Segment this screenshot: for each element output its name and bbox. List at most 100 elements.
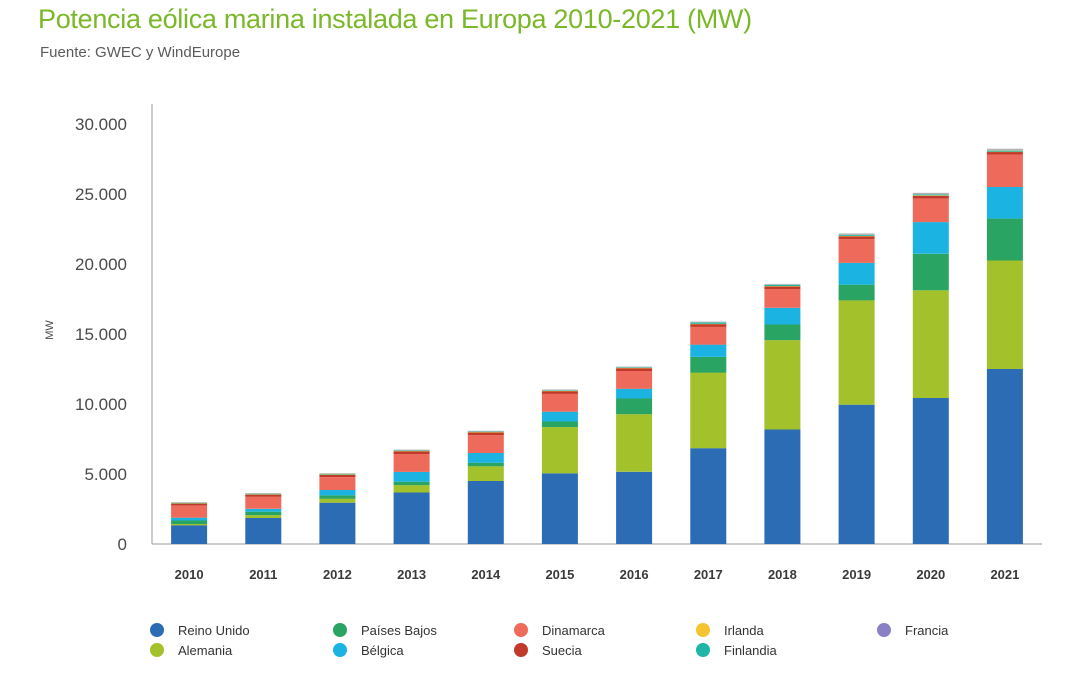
legend-label: Irlanda <box>724 622 764 638</box>
bar-segment <box>838 235 875 237</box>
legend-label: Países Bajos <box>361 622 437 638</box>
bar-segment <box>616 366 653 368</box>
bar-segment <box>690 326 727 345</box>
bar-segment <box>986 218 1023 261</box>
bar-segment <box>912 194 949 196</box>
bar-segment <box>541 427 578 474</box>
bar-segment <box>245 493 282 495</box>
bar-segment <box>467 481 504 544</box>
bar-segment <box>764 340 801 430</box>
bar-segment <box>171 524 208 526</box>
bar-segment <box>838 262 875 285</box>
bar-segment <box>171 520 208 524</box>
y-tick-label: 5.000 <box>84 465 127 484</box>
x-tick-label: 2010 <box>175 567 204 582</box>
bar-segment <box>393 450 430 452</box>
bar-segment <box>986 152 1023 155</box>
bar-segment <box>467 432 504 436</box>
legend-item-belgica: Bélgica <box>333 640 404 660</box>
bar-segment <box>690 321 727 323</box>
bar-segment <box>838 284 875 301</box>
bar-segment <box>319 495 356 499</box>
legend-item-francia: Francia <box>877 620 948 640</box>
legend-label: Reino Unido <box>178 622 250 638</box>
bar-segment <box>616 471 653 544</box>
legend-swatch <box>150 623 164 637</box>
bar-segment <box>467 453 504 463</box>
y-tick-label: 20.000 <box>75 255 127 274</box>
bar-segment <box>912 253 949 291</box>
bar-segment <box>986 154 1023 187</box>
legend-item-paises-bajos: Países Bajos <box>333 620 437 640</box>
bar-segment <box>690 324 727 327</box>
bar-segment <box>838 404 875 544</box>
bar-segment <box>319 474 356 475</box>
bar-segment <box>764 283 801 285</box>
x-tick-label: 2011 <box>249 567 277 582</box>
bar-segment <box>393 481 430 486</box>
bar-segment <box>393 454 430 472</box>
bar-segment <box>912 222 949 254</box>
bar-segment <box>838 236 875 240</box>
bar-segment <box>838 234 875 236</box>
x-tick-label: 2021 <box>990 567 1019 582</box>
legend-swatch <box>877 623 891 637</box>
legend-item-suecia: Suecia <box>514 640 582 660</box>
x-tick-label: 2019 <box>842 567 871 582</box>
bar-segment <box>245 515 282 518</box>
bar-segment <box>690 322 727 324</box>
legend-item-irlanda: Irlanda <box>696 620 764 640</box>
bar-segment <box>616 414 653 472</box>
bar-segment <box>541 389 578 391</box>
bar-segment <box>541 411 578 422</box>
bar-segment <box>986 151 1023 153</box>
x-tick-label: 2018 <box>768 567 797 582</box>
legend-label: Finlandia <box>724 642 777 658</box>
chart-title: Potencia eólica marina instalada en Euro… <box>38 4 752 34</box>
bar-segment <box>616 371 653 389</box>
legend-item-reino-unido: Reino Unido <box>150 620 250 640</box>
bar-segment <box>912 192 949 195</box>
legend-swatch <box>514 643 528 657</box>
y-tick-label: 30.000 <box>75 115 127 134</box>
legend-label: Francia <box>905 622 949 638</box>
bar-segment <box>764 284 801 287</box>
bar-segment <box>764 286 801 287</box>
bar-segment <box>912 195 949 196</box>
chart-legend: Reino Unido Alemania Países Bajos Bélgic… <box>150 620 1050 664</box>
bar-segment <box>912 195 949 199</box>
x-tick-label: 2012 <box>323 567 352 582</box>
legend-item-alemania: Alemania <box>150 640 232 660</box>
bar-segment <box>764 286 801 290</box>
legend-item-dinamarca: Dinamarca <box>514 620 605 640</box>
bar-segment <box>171 503 208 506</box>
bar-segment <box>838 300 875 405</box>
bar-segment <box>245 511 282 516</box>
bar-segment <box>467 462 504 467</box>
bar-segment <box>616 367 653 368</box>
bar-segment <box>986 148 1023 151</box>
bar-segment <box>467 430 504 432</box>
bar-segment <box>986 369 1023 544</box>
bar-segment <box>541 393 578 412</box>
y-axis-label: MW <box>44 320 56 340</box>
bar-segment <box>690 323 727 325</box>
bar-segment <box>838 239 875 263</box>
y-tick-label: 10.000 <box>75 395 127 414</box>
y-tick-label: 0 <box>118 535 127 554</box>
legend-swatch <box>333 623 347 637</box>
bar-segment <box>912 290 949 398</box>
bar-segment <box>616 368 653 371</box>
bar-segment <box>171 505 208 518</box>
bar-segment <box>467 435 504 453</box>
bar-segment <box>467 432 504 433</box>
bar-segment <box>245 494 282 495</box>
bar-segment <box>690 344 727 357</box>
bar-segment <box>616 367 653 369</box>
bar-segment <box>541 390 578 392</box>
bar-segment <box>986 150 1023 152</box>
bar-segment <box>319 473 356 474</box>
y-tick-label: 15.000 <box>75 325 127 344</box>
bar-segment <box>912 398 949 544</box>
bar-segment <box>245 518 282 544</box>
